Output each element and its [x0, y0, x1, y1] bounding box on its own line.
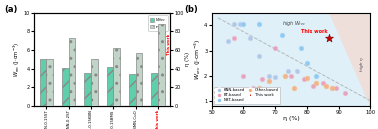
Point	[237, 23, 243, 25]
Point	[313, 75, 319, 77]
Point	[272, 47, 278, 49]
Y-axis label: $W_{rec}$ (J·cm$^{-3}$): $W_{rec}$ (J·cm$^{-3}$)	[12, 42, 22, 77]
Legend: KNN-based, BT-based, NBT-based, Other-based, This work: KNN-based, BT-based, NBT-based, Other-ba…	[214, 87, 280, 104]
Bar	[91, 59, 98, 106]
Point	[250, 87, 256, 89]
Bar	[107, 67, 113, 106]
Point	[266, 80, 272, 82]
Point	[225, 39, 231, 42]
Point	[291, 87, 297, 89]
Point	[256, 55, 262, 57]
Point	[304, 62, 310, 64]
Point	[285, 70, 291, 72]
Point	[323, 85, 329, 87]
Bar	[46, 59, 53, 106]
Y-axis label: $W_{rec}$ (J·cm$^{-3}$): $W_{rec}$ (J·cm$^{-3}$)	[192, 39, 203, 80]
X-axis label: η (%): η (%)	[283, 116, 299, 121]
Point	[247, 37, 253, 39]
Point	[301, 78, 307, 80]
Point	[259, 78, 265, 80]
Bar	[136, 53, 142, 106]
Text: (b): (b)	[185, 5, 198, 14]
Point	[342, 92, 348, 94]
Point	[333, 87, 339, 89]
Text: (a): (a)	[4, 5, 17, 14]
Bar	[158, 24, 164, 106]
Point	[282, 75, 288, 77]
Point	[329, 87, 335, 89]
Point	[240, 23, 246, 25]
Y-axis label: η (%): η (%)	[185, 52, 190, 66]
Bar	[40, 59, 46, 106]
Point	[279, 34, 285, 37]
Point	[288, 75, 294, 77]
Point	[231, 37, 237, 39]
Point	[304, 77, 310, 79]
Point	[256, 87, 262, 89]
Legend: $W_{rec}$, η: $W_{rec}$, η	[148, 15, 168, 31]
Point	[256, 23, 262, 25]
Text: This work: This work	[301, 30, 327, 34]
Point	[297, 47, 304, 49]
Point	[272, 76, 278, 78]
Text: high η: high η	[360, 57, 364, 71]
Point	[326, 37, 332, 39]
Point	[310, 85, 316, 87]
Bar	[129, 74, 136, 106]
Point	[231, 23, 237, 25]
Bar	[62, 68, 68, 106]
Polygon shape	[329, 13, 370, 106]
Point	[313, 82, 319, 84]
Bar	[113, 48, 120, 106]
Point	[240, 75, 246, 77]
Bar	[68, 38, 75, 106]
Text: high $W_{rec}$: high $W_{rec}$	[282, 19, 306, 28]
Bar	[84, 73, 91, 106]
Point	[294, 70, 301, 72]
Text: This work: This work	[167, 33, 170, 55]
Bar	[151, 73, 158, 106]
Point	[320, 82, 326, 84]
Point	[266, 75, 272, 77]
